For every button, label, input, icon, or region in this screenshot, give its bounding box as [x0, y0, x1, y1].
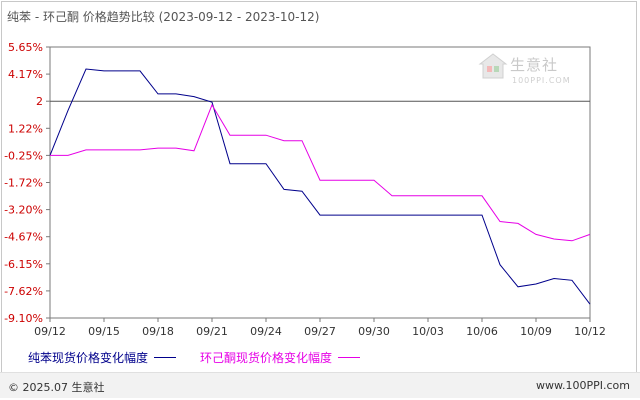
chart-title: 纯苯 - 环己酮 价格趋势比较 (2023-09-12 - 2023-10-12… — [7, 8, 319, 25]
x-tick-label: 09/30 — [358, 325, 390, 338]
chart-title-text: 纯苯 - 环己酮 价格趋势比较 — [7, 10, 155, 24]
series-line-1 — [49, 68, 591, 305]
y-tick-label: -3.20% — [4, 204, 43, 217]
watermark-text: 生意社 — [510, 56, 559, 74]
y-tick-label: 1.22% — [8, 122, 43, 135]
y-tick-label: -7.62% — [4, 285, 43, 298]
y-tick-label: -1.72% — [4, 177, 43, 190]
x-tick-label: 10/09 — [520, 325, 552, 338]
y-tick-label: -6.15% — [4, 258, 43, 271]
y-axis-ticks: 5.65% 4.17% 2 1.22% -0.25% -1.72% -3.20% -4.67%… — [4, 41, 590, 325]
footer: © 2025.07 生意社 www.100PPI.com — [0, 372, 640, 398]
x-tick-label: 09/21 — [196, 325, 228, 338]
chart-date-range: (2023-09-12 - 2023-10-12) — [158, 10, 320, 24]
x-tick-label: 10/06 — [466, 325, 498, 338]
y-tick-label: -0.25% — [4, 149, 43, 162]
chart-axes — [49, 46, 591, 319]
x-tick-label: 09/24 — [250, 325, 282, 338]
x-tick-label: 10/03 — [412, 325, 444, 338]
watermark-url: 100PPI.COM — [512, 76, 571, 85]
footer-copyright: © 2025.07 生意社 — [8, 381, 105, 394]
series-lines — [49, 68, 591, 305]
x-tick-label: 10/12 — [574, 325, 606, 338]
y-tick-label: -9.10% — [4, 312, 43, 325]
x-tick-label: 09/27 — [304, 325, 336, 338]
legend-item-series1: 纯苯现货价格变化幅度 — [28, 349, 177, 366]
legend-label-series2: 环己酮现货价格变化幅度 — [200, 351, 333, 365]
x-tick-label: 09/18 — [142, 325, 174, 338]
x-axis-ticks: 09/12 09/15 09/18 09/21 09/24 09/27 09/30 10/03… — [34, 318, 606, 338]
x-tick-label: 09/15 — [88, 325, 120, 338]
x-tick-label: 09/12 — [34, 325, 66, 338]
legend-swatch-series1 — [154, 357, 177, 358]
y-tick-label: 2 — [36, 95, 43, 108]
legend-label-series1: 纯苯现货价格变化幅度 — [28, 351, 149, 365]
legend-swatch-series2 — [338, 357, 361, 358]
y-tick-label: 4.17% — [8, 68, 43, 81]
series-line-2 — [50, 103, 591, 242]
legend-item-series2: 环己酮现货价格变化幅度 — [200, 349, 361, 366]
plot-border — [49, 46, 591, 319]
footer-url[interactable]: www.100PPI.com — [536, 379, 630, 392]
watermark: 生意社 100PPI.COM — [478, 52, 578, 96]
y-tick-label: -4.67% — [4, 231, 43, 244]
watermark-logo-icon — [478, 53, 508, 79]
y-tick-label: 5.65% — [8, 41, 43, 54]
